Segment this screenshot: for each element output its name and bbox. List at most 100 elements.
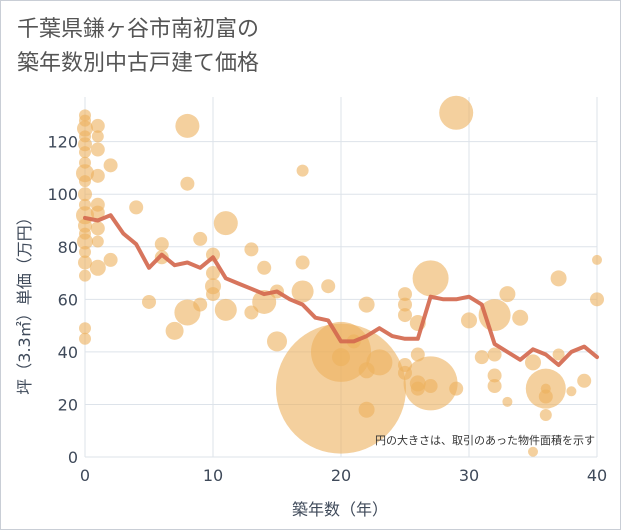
y-tick-label: 80 <box>58 238 78 257</box>
data-bubble <box>449 381 464 396</box>
data-bubble <box>142 294 156 309</box>
data-bubble <box>206 266 220 281</box>
data-bubble <box>90 221 105 236</box>
data-bubble <box>79 227 91 240</box>
data-bubble <box>528 446 538 457</box>
x-tick-label: 30 <box>459 466 479 485</box>
data-bubble <box>296 164 309 177</box>
data-bubble <box>487 379 502 394</box>
data-bubble <box>79 322 91 335</box>
data-bubble <box>590 292 604 307</box>
data-bubble <box>566 386 577 397</box>
bubble-layer <box>76 95 604 457</box>
data-bubble <box>91 235 104 248</box>
data-bubble <box>410 347 425 362</box>
y-axis-title: 坪（3.3㎡）単価（万円） <box>15 209 34 394</box>
data-bubble <box>103 158 118 173</box>
x-tick-label: 10 <box>203 466 223 485</box>
data-bubble <box>175 113 200 138</box>
data-bubble <box>295 255 310 270</box>
chart-title: 千葉県鎌ヶ谷市南初富の 築年数別中古戸建て価格 <box>17 13 259 81</box>
data-bubble <box>487 368 502 383</box>
x-tick-label: 0 <box>80 466 90 485</box>
data-bubble <box>398 287 412 302</box>
y-tick-label: 20 <box>58 395 78 414</box>
data-bubble <box>398 365 412 380</box>
data-bubble <box>358 401 375 418</box>
data-bubble <box>78 255 92 270</box>
data-bubble <box>244 305 259 320</box>
data-bubble <box>487 347 502 362</box>
data-bubble <box>78 187 92 202</box>
data-bubble <box>539 408 552 421</box>
data-bubble <box>267 331 287 352</box>
data-bubble <box>252 289 277 314</box>
data-bubble <box>79 146 91 159</box>
data-bubble <box>499 286 516 303</box>
data-bubble <box>512 309 529 326</box>
data-bubble <box>79 114 91 127</box>
data-bubble <box>206 287 220 302</box>
data-bubble <box>193 231 208 246</box>
data-bubble <box>213 211 238 236</box>
x-tick-label: 40 <box>587 466 607 485</box>
y-tick-label: 40 <box>58 343 78 362</box>
data-bubble <box>358 362 375 379</box>
data-bubble <box>552 348 565 361</box>
data-bubble <box>412 260 449 297</box>
data-bubble <box>291 280 314 303</box>
data-bubble <box>332 348 350 367</box>
y-tick-label: 100 <box>47 185 78 204</box>
data-bubble <box>91 130 104 143</box>
data-bubble <box>165 321 184 340</box>
data-bubble <box>550 270 567 287</box>
data-bubble <box>439 95 474 130</box>
chart-title-line-1: 千葉県鎌ヶ谷市南初富の <box>17 17 260 42</box>
data-bubble <box>540 383 551 394</box>
data-bubble <box>129 200 144 215</box>
data-bubble <box>538 389 553 404</box>
data-bubble <box>244 242 259 257</box>
y-tick-label: 60 <box>58 290 78 309</box>
data-bubble <box>79 246 91 259</box>
data-bubble <box>103 252 118 267</box>
data-bubble <box>321 279 336 294</box>
data-bubble <box>79 198 91 211</box>
data-bubble <box>257 260 272 275</box>
data-bubble <box>502 396 513 407</box>
data-bubble <box>79 175 91 188</box>
trend-line-layer <box>83 213 599 367</box>
data-bubble <box>90 205 105 220</box>
y-tick-label: 0 <box>68 448 78 467</box>
data-bubble <box>180 176 195 191</box>
data-bubble <box>79 130 91 143</box>
data-bubble <box>89 259 106 276</box>
data-bubble <box>90 142 105 157</box>
chart-title-line-2: 築年数別中古戸建て価格 <box>17 51 260 76</box>
data-bubble <box>193 297 208 312</box>
data-bubble <box>398 297 412 312</box>
data-bubble <box>398 308 412 323</box>
size-note: 円の大きさは、取引のあった物件面積を示す <box>375 433 595 447</box>
y-tick-label: 120 <box>47 133 78 152</box>
data-bubble <box>461 312 477 329</box>
trend-line <box>83 213 599 367</box>
data-bubble <box>214 298 237 321</box>
data-bubble <box>79 332 91 345</box>
data-bubble <box>577 373 592 388</box>
data-bubble <box>592 254 602 265</box>
x-axis-title: 築年数（年） <box>292 500 388 519</box>
data-bubble <box>423 379 438 394</box>
data-bubble <box>154 237 169 252</box>
data-bubble <box>79 156 91 169</box>
x-tick-label: 20 <box>331 466 351 485</box>
data-bubble <box>525 354 541 371</box>
data-bubble <box>90 118 105 133</box>
data-bubble <box>358 296 375 313</box>
data-bubble <box>474 350 489 365</box>
data-bubble <box>410 381 425 396</box>
data-bubble <box>90 168 105 183</box>
tick-labels: 0 10 20 30 40 0 20 40 60 80 100 120 <box>47 133 607 485</box>
